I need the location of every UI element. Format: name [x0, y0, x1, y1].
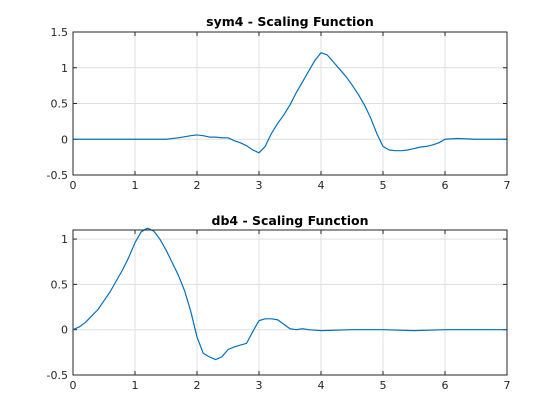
chart-title-db4: db4 - Scaling Function: [212, 213, 369, 228]
y-tick-label-db4: 0: [61, 324, 68, 337]
y-tick-label-sym4: 0: [61, 133, 68, 146]
x-tick-label-sym4: 3: [256, 179, 263, 192]
y-tick-label-db4: 1: [61, 233, 68, 246]
axes-frame-sym4: [72, 31, 508, 176]
x-tick-label-db4: 5: [380, 379, 387, 392]
x-tick-label-sym4: 6: [442, 179, 449, 192]
series-line-db4: [72, 227, 507, 361]
y-tick-label-sym4: -0.5: [47, 169, 68, 182]
y-tick-label-db4: 0.5: [51, 278, 69, 291]
axes-frame-db4: [72, 229, 508, 376]
x-tick-label-sym4: 1: [132, 179, 139, 192]
grid-sym4: [73, 32, 507, 175]
y-tick-label-sym4: 1.5: [51, 26, 69, 39]
x-tick-label-db4: 7: [504, 379, 511, 392]
x-tick-label-sym4: 4: [318, 179, 325, 192]
x-tick-label-sym4: 5: [380, 179, 387, 192]
y-tick-label-db4: -0.5: [47, 369, 68, 382]
y-tick-label-sym4: 0.5: [51, 98, 69, 111]
ticks-sym4: 0 1 2 3 4 5 6 7-0.500.511.5: [47, 26, 511, 192]
series-group-sym4: [73, 52, 507, 154]
series-line-sym4: [73, 52, 507, 154]
series-group-db4: [72, 227, 507, 361]
x-tick-label-db4: 2: [194, 379, 201, 392]
x-tick-label-db4: 1: [132, 379, 139, 392]
x-tick-label-db4: 4: [318, 379, 325, 392]
x-tick-label-sym4: 2: [194, 179, 201, 192]
x-tick-label-db4: 0: [70, 379, 77, 392]
subplot-sym4: 0 1 2 3 4 5 6 7-0.500.511.5 sym4 - Scaling Func…: [47, 14, 511, 192]
chart-title-sym4: sym4 - Scaling Function: [206, 14, 374, 29]
subplot-db4: 0 1 2 3 4 5 6 7-0.500.51 db4 - Scaling Function: [47, 213, 511, 392]
x-tick-label-sym4: 0: [70, 179, 77, 192]
axes-box-db4: [72, 229, 508, 376]
x-tick-label-db4: 6: [442, 379, 449, 392]
y-tick-label-sym4: 1: [61, 62, 68, 75]
x-tick-label-db4: 3: [256, 379, 263, 392]
x-tick-label-sym4: 7: [504, 179, 511, 192]
